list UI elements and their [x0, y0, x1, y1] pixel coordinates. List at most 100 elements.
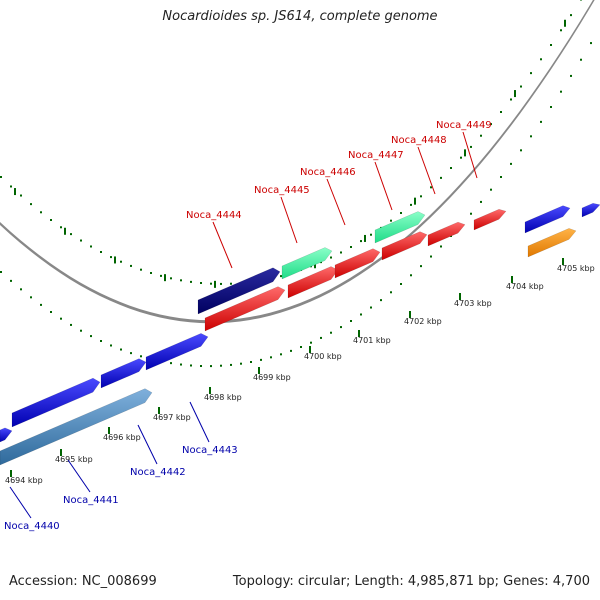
scale-dot	[100, 251, 102, 253]
scale-dot	[310, 341, 312, 344]
scale-dot	[40, 303, 42, 306]
scale-dot	[460, 156, 462, 159]
scale-dot	[300, 346, 302, 348]
gene-label-forward-5: Noca_4449	[436, 120, 492, 131]
scale-dot	[450, 167, 452, 169]
tick-label-5: 4699 kbp	[253, 373, 291, 382]
scale-dot	[500, 111, 502, 113]
scale-dot	[520, 85, 522, 88]
scale-dot	[50, 311, 52, 313]
backbone-line	[0, 0, 595, 324]
scale-dot	[230, 282, 232, 285]
gene-noca-4450-cds	[473, 208, 507, 231]
tick-label-1: 4695 kbp	[55, 455, 93, 464]
gene-noca-4445-rna	[281, 247, 333, 280]
scale-dot	[200, 282, 202, 284]
scale-dot	[180, 363, 182, 366]
scale-dot	[440, 176, 442, 179]
scale-dot	[70, 323, 72, 326]
scale-dot	[440, 245, 442, 248]
leader-line	[137, 424, 158, 465]
scale-dot	[540, 58, 542, 61]
scale-dot	[210, 365, 212, 368]
scale-dot	[10, 185, 12, 188]
gene-noca-4442-cds	[100, 358, 147, 389]
scale-dot	[350, 320, 352, 322]
scale-dot	[210, 282, 212, 285]
tick-label-7: 4701 kbp	[353, 336, 391, 345]
scale-dot	[90, 335, 92, 338]
gene-track	[0, 203, 600, 466]
scale-dot	[590, 42, 592, 45]
scale-dot	[430, 255, 432, 258]
scale-dot	[530, 72, 532, 75]
gene-label-reverse-3: Noca_4443	[182, 445, 238, 456]
scale-dot	[80, 329, 82, 332]
leader-line	[326, 178, 346, 226]
scale-dot	[130, 264, 132, 267]
scale-dot	[220, 282, 222, 285]
leader-line	[417, 146, 436, 195]
scale-dot	[540, 120, 542, 123]
scale-dot	[370, 306, 372, 309]
outer-scale-line	[0, 0, 582, 285]
scale-dot	[580, 58, 582, 61]
scale-dot	[400, 283, 402, 285]
gene-label-forward-3: Noca_4447	[348, 150, 404, 161]
scale-dot	[370, 233, 372, 236]
scale-dot	[390, 219, 392, 222]
scale-dot	[330, 256, 332, 259]
scale-dot	[150, 272, 152, 274]
scale-dot	[220, 364, 222, 367]
scale-dot	[500, 176, 502, 178]
tick-label-10: 4704 kbp	[506, 282, 544, 291]
scale-dot	[420, 195, 422, 198]
scale-dot	[270, 356, 272, 359]
scale-dot	[60, 317, 62, 320]
tick-label-3: 4697 kbp	[153, 413, 191, 422]
gene-noca-4451-cds	[524, 205, 571, 234]
scale-dot	[110, 256, 112, 259]
scale-dot	[90, 245, 92, 248]
leader-line	[462, 131, 478, 179]
scale-dot	[550, 106, 552, 108]
tick-track	[0, 0, 592, 368]
scale-dot	[30, 296, 32, 299]
gene-label-reverse-0: Noca_4440	[4, 521, 60, 532]
gene-noca-4452-cds	[581, 203, 600, 218]
scale-dot	[430, 186, 432, 189]
gene-label-forward-1: Noca_4445	[254, 185, 310, 196]
scale-dot	[230, 363, 232, 366]
gene-noca-4441-cds	[11, 377, 101, 428]
scale-dot	[420, 265, 422, 268]
scale-dot	[350, 246, 352, 248]
scale-dot	[180, 279, 182, 282]
leader-line	[67, 459, 91, 493]
gene-noca-4448-cds	[381, 231, 428, 261]
inner-scale-line	[0, 42, 592, 368]
scale-dot	[280, 353, 282, 356]
gene-noca-4447-rna	[374, 211, 426, 244]
backbone-track	[0, 0, 595, 324]
scale-dot	[360, 240, 362, 243]
scale-dot	[190, 280, 192, 283]
scale-dot	[390, 291, 392, 294]
scale-dot	[20, 288, 22, 291]
scale-dot	[30, 203, 32, 206]
scale-dot	[480, 200, 482, 203]
scale-dot	[470, 145, 472, 148]
scale-dot	[570, 74, 572, 77]
scale-dot	[490, 188, 492, 191]
gene-label-reverse-1: Noca_4441	[63, 495, 119, 506]
scale-dot	[560, 29, 562, 32]
scale-dot	[60, 226, 62, 229]
scale-dot	[360, 313, 362, 316]
tick-label-0: 4694 kbp	[5, 476, 43, 485]
scale-dot	[480, 134, 482, 137]
scale-dot	[140, 268, 142, 271]
gene-noca-4446-cds	[287, 266, 339, 299]
scale-dot	[550, 44, 552, 46]
genome-summary-text: Topology: circular; Length: 4,985,871 bp…	[232, 574, 590, 589]
gene-noca-4449-cds	[427, 221, 466, 247]
